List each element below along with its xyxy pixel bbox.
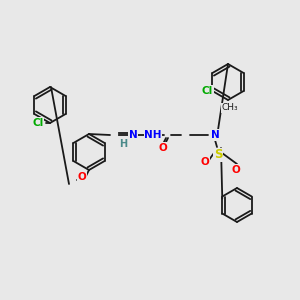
Text: O: O — [201, 157, 209, 167]
Text: H: H — [119, 139, 127, 149]
Text: N: N — [129, 130, 137, 140]
Text: NH: NH — [144, 130, 162, 140]
Text: Cl: Cl — [202, 86, 213, 96]
Text: O: O — [232, 165, 240, 175]
Text: N: N — [211, 130, 219, 140]
Text: Cl: Cl — [32, 118, 44, 128]
Text: CH₃: CH₃ — [222, 103, 238, 112]
Text: O: O — [78, 172, 86, 182]
Text: O: O — [159, 143, 167, 153]
Text: S: S — [214, 148, 222, 161]
